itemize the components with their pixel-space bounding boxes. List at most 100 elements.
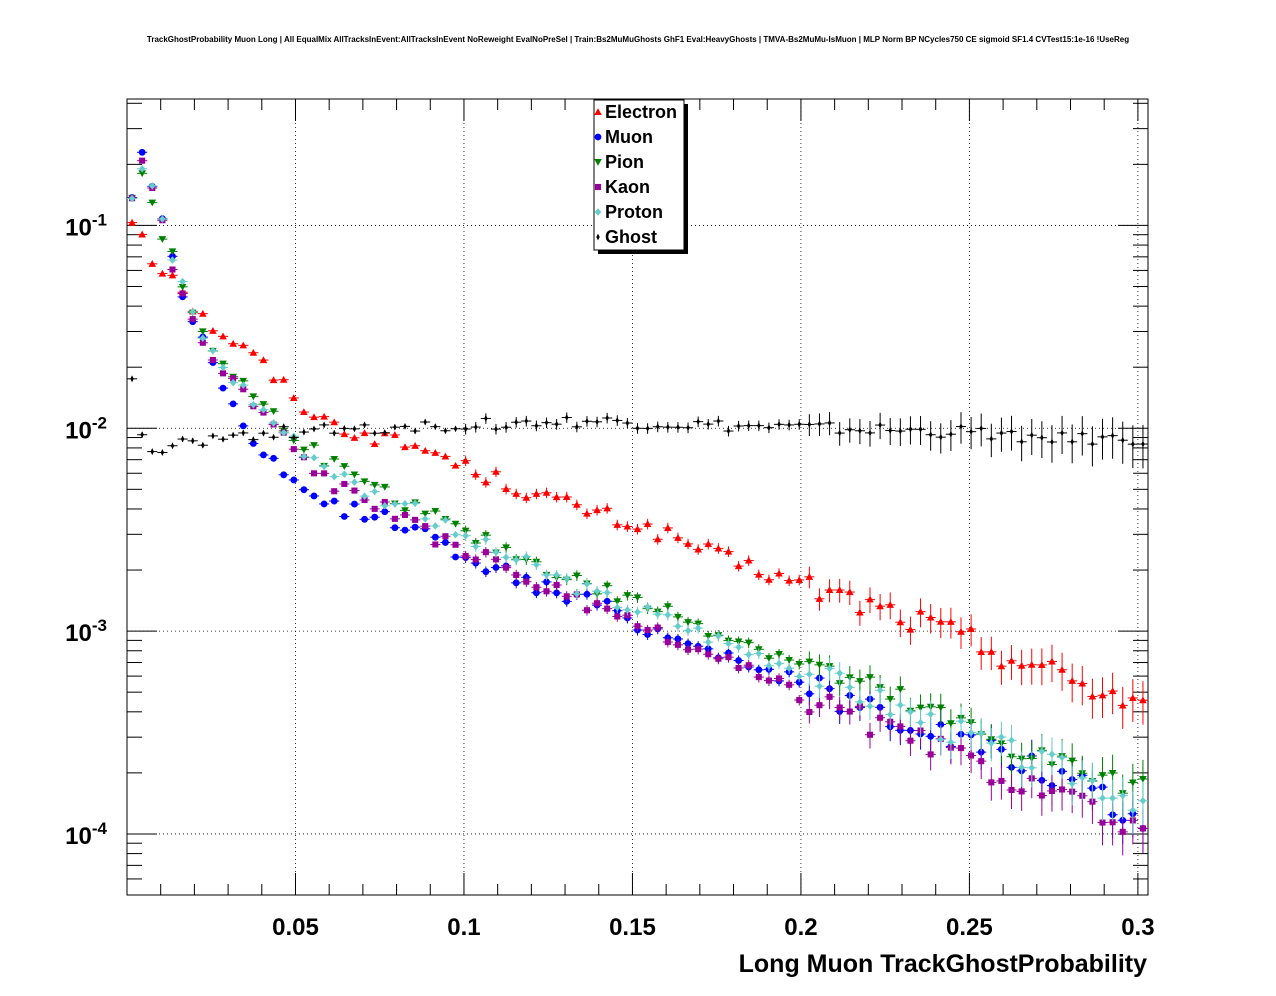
data-point — [480, 413, 491, 424]
data-point — [561, 491, 572, 503]
data-point — [592, 598, 603, 609]
data-point — [682, 644, 694, 656]
data-point — [399, 422, 411, 430]
data-point — [784, 575, 795, 587]
data-point — [864, 420, 876, 447]
data-point — [1117, 813, 1128, 856]
data-point — [278, 428, 289, 437]
data-point — [288, 433, 299, 441]
data-point — [137, 157, 148, 164]
data-point — [541, 569, 552, 581]
x-tick-label: 0.3 — [1121, 914, 1154, 941]
data-point — [147, 182, 158, 190]
data-point — [1137, 781, 1148, 826]
data-point — [1107, 672, 1118, 715]
data-point — [693, 544, 704, 555]
data-point — [753, 671, 764, 683]
legend-entry-proton: Proton — [594, 202, 663, 222]
series-kaon — [127, 157, 1148, 856]
data-point — [1057, 740, 1068, 779]
data-point — [177, 435, 188, 443]
data-point — [450, 461, 461, 469]
data-point — [187, 437, 198, 445]
data-point — [248, 348, 259, 356]
data-point — [713, 543, 724, 554]
data-point — [976, 637, 987, 670]
data-point — [1097, 418, 1108, 460]
data-point — [1026, 751, 1037, 788]
data-point — [308, 492, 320, 500]
data-point — [1127, 791, 1138, 835]
data-point — [137, 148, 148, 156]
data-point — [794, 677, 805, 688]
data-point — [349, 500, 360, 508]
data-point — [268, 433, 279, 441]
data-point — [632, 621, 643, 632]
data-point — [207, 356, 218, 364]
data-point — [794, 671, 805, 682]
data-point — [1067, 424, 1078, 464]
data-point — [430, 423, 441, 431]
data-point — [197, 441, 208, 449]
data-point — [571, 421, 582, 433]
data-point — [672, 422, 683, 433]
data-point — [986, 423, 997, 458]
data-point — [379, 501, 390, 510]
data-point — [460, 455, 471, 467]
data-point — [480, 477, 491, 488]
data-point — [1107, 779, 1118, 822]
data-point — [541, 417, 552, 429]
data-point — [955, 617, 967, 649]
data-point — [713, 630, 724, 642]
data-point — [197, 309, 208, 317]
data-point — [895, 418, 906, 446]
data-point — [329, 472, 340, 481]
data-point — [602, 503, 613, 514]
y-tick-label: 10-3 — [65, 616, 107, 647]
data-point — [804, 414, 815, 437]
data-point — [844, 675, 855, 701]
data-point — [228, 400, 239, 408]
data-point — [187, 316, 198, 323]
data-point — [612, 602, 623, 614]
data-point — [278, 375, 289, 383]
y-tick-labels: 10-1 10-2 10-3 10-4 — [65, 210, 107, 850]
data-point — [885, 418, 896, 446]
data-point — [844, 418, 855, 443]
data-point — [713, 415, 724, 427]
data-point — [551, 419, 562, 430]
data-point — [217, 435, 229, 443]
data-point — [733, 560, 744, 572]
data-point — [167, 271, 178, 279]
data-point — [561, 591, 572, 602]
data-point — [511, 569, 522, 581]
data-point — [137, 164, 148, 173]
data-point — [662, 609, 673, 621]
data-point — [1127, 679, 1138, 722]
data-point — [238, 422, 249, 430]
data-point — [278, 471, 289, 479]
data-point — [794, 694, 805, 706]
data-point — [288, 394, 299, 401]
data-points — [127, 148, 1148, 856]
data-point — [329, 497, 340, 505]
legend-entry-electron: Electron — [594, 102, 677, 122]
data-point — [511, 417, 522, 428]
data-point — [1087, 426, 1098, 467]
data-point — [228, 378, 239, 387]
data-point — [612, 415, 623, 426]
data-point — [925, 421, 936, 451]
data-point — [622, 417, 633, 429]
data-point — [480, 547, 491, 558]
data-point — [349, 487, 360, 494]
data-point — [925, 740, 936, 771]
data-point — [875, 678, 886, 705]
x-tick-label: 0.05 — [272, 914, 319, 941]
data-point — [298, 408, 309, 416]
data-point — [905, 727, 916, 756]
data-point — [157, 215, 168, 223]
data-point — [369, 440, 380, 447]
data-point — [440, 539, 451, 546]
data-point — [743, 420, 754, 432]
